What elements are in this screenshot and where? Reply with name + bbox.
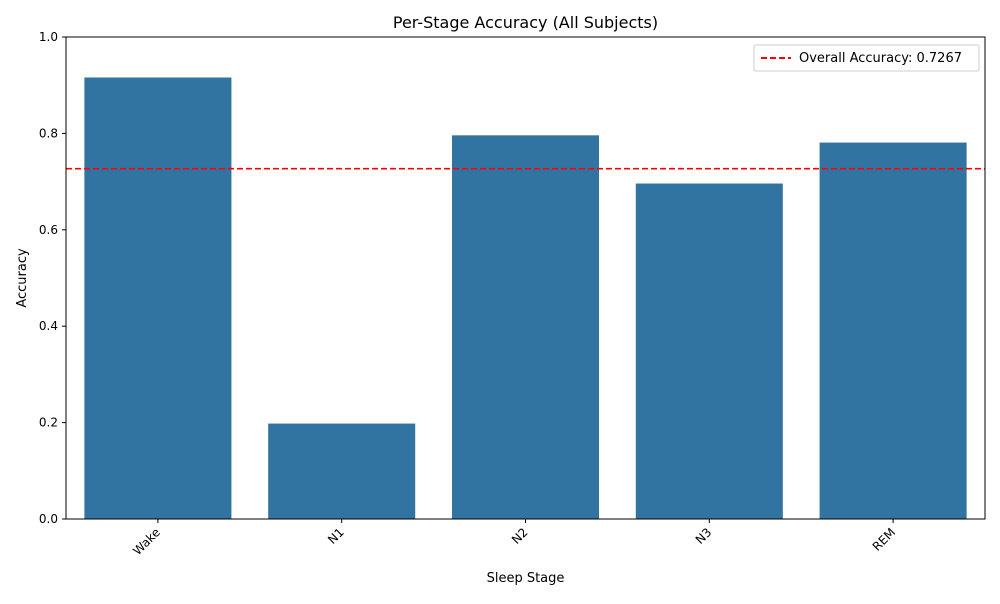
bar-n2 [451, 135, 600, 519]
y-tick-label: 0.4 [39, 319, 58, 333]
bar-n3 [635, 183, 783, 519]
bar-wake [84, 77, 232, 519]
y-tick-label: 1.0 [39, 30, 58, 44]
legend: Overall Accuracy: 0.7267 [753, 44, 980, 72]
y-tick-label: 0.0 [39, 512, 58, 526]
y-tick-label: 0.6 [39, 223, 58, 237]
x-tick-label: REM [870, 525, 898, 553]
bar-rem [819, 142, 967, 520]
x-tick-label: N2 [509, 525, 531, 547]
y-tick-label: 0.8 [39, 126, 58, 140]
x-axis-label: Sleep Stage [487, 571, 565, 586]
x-tick-label: Wake [130, 525, 163, 558]
y-axis-label: Accuracy [15, 248, 30, 308]
legend-reference-line-label: Overall Accuracy: 0.7267 [799, 51, 962, 66]
plot-area: 0.0 0.2 0.4 0.6 0.8 1.0 Wake N1 N2 N3 REM [39, 30, 986, 558]
x-tick-label: N1 [325, 525, 347, 547]
bar-n1 [268, 423, 416, 519]
y-tick-label: 0.2 [39, 416, 58, 430]
x-tick-label: N3 [693, 525, 715, 547]
chart-title: Per-Stage Accuracy (All Subjects) [393, 13, 658, 32]
legend-box [753, 44, 980, 72]
